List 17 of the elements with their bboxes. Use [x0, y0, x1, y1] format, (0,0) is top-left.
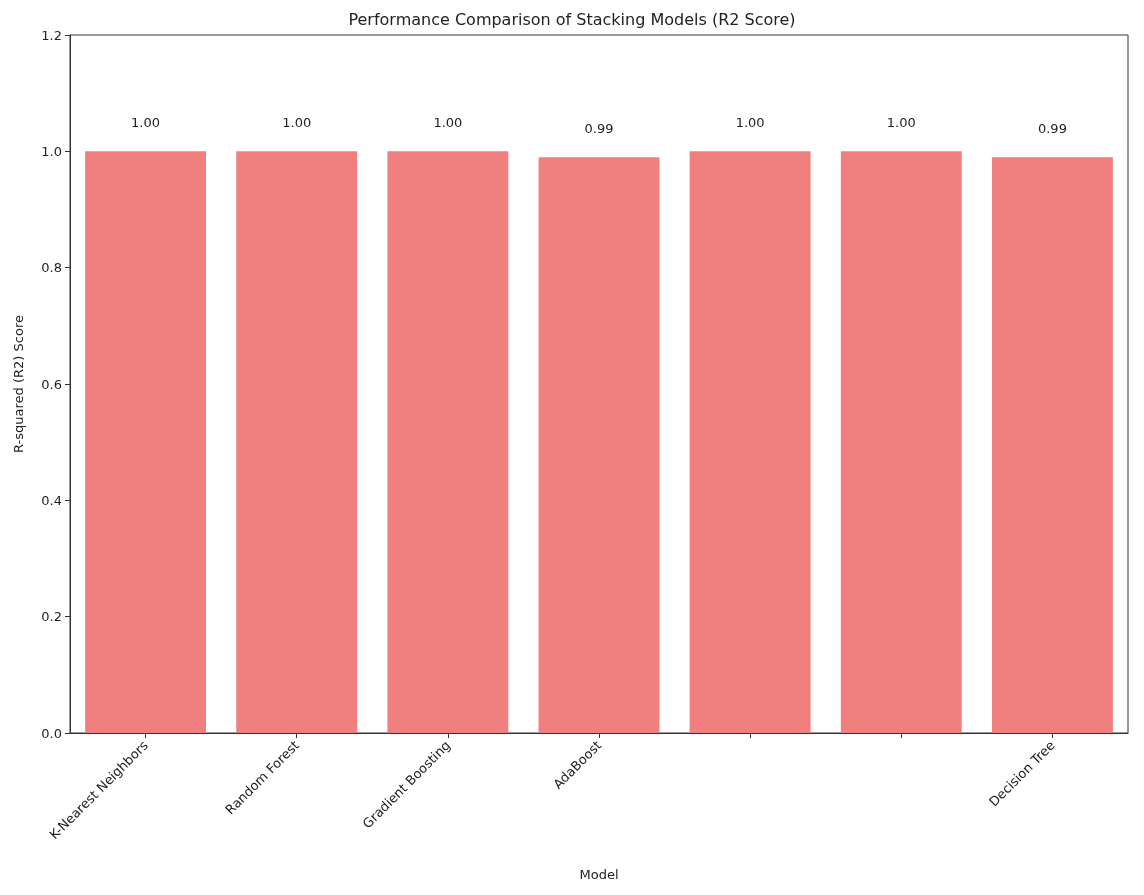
data-label: 0.99 — [1037, 121, 1067, 137]
data-label: 0.99 — [584, 121, 614, 137]
x-axis-title: Model — [579, 867, 619, 882]
y-tick-label: 1.0 — [41, 143, 62, 159]
y-tick-label: 1.2 — [41, 27, 62, 43]
y-tick-label: 0.8 — [41, 260, 62, 276]
y-tick-label: 0.2 — [41, 609, 62, 625]
chart-title: Performance Comparison of Stacking Models (R2 Score) — [348, 9, 796, 29]
y-tick-label: 0.6 — [41, 376, 62, 392]
data-label: 1.00 — [282, 115, 312, 131]
data-label: 1.00 — [735, 115, 765, 131]
data-label: 1.00 — [433, 115, 463, 131]
y-axis-title: R-squared (R2) Score — [11, 315, 26, 453]
data-label: 1.00 — [131, 115, 161, 131]
y-tick-label: 0.4 — [41, 492, 62, 508]
data-label: 1.00 — [886, 115, 916, 131]
y-tick-label: 0.0 — [41, 725, 62, 741]
